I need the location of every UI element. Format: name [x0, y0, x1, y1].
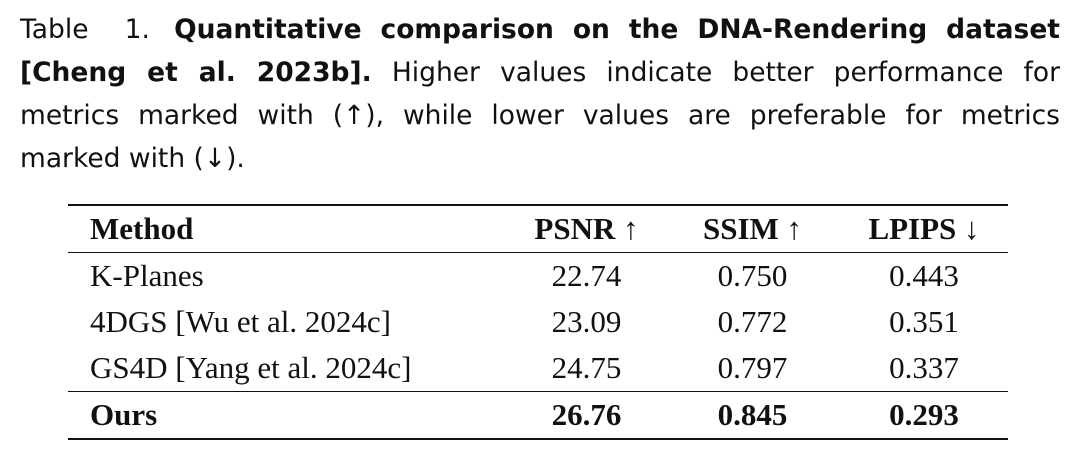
header-cell: Method	[90, 211, 194, 246]
method-cell: Ours	[90, 397, 158, 432]
metric-cell: 0.845	[717, 397, 788, 432]
metric-cell: 22.74	[551, 258, 622, 293]
method-cell: 4DGS [Wu et al. 2024c]	[90, 304, 391, 339]
metric-cell: 0.772	[717, 304, 788, 339]
metric-cell: 23.09	[551, 304, 622, 339]
table-header: Method PSNR ↑ SSIM ↑ LPIPS ↓	[68, 205, 1008, 253]
table-row: 4DGS [Wu et al. 2024c] 23.09 0.772 0.351	[68, 299, 1008, 345]
table-row: K-Planes 22.74 0.750 0.443	[68, 253, 1008, 300]
method-cell: GS4D [Yang et al. 2024c]	[90, 350, 412, 385]
header-cell: PSNR ↑	[534, 211, 639, 246]
metric-cell: 0.443	[889, 258, 959, 293]
caption-label: Table 1.	[20, 14, 150, 45]
metric-cell: 0.293	[889, 397, 959, 432]
metric-cell: 24.75	[551, 350, 622, 385]
method-cell: K-Planes	[90, 258, 204, 293]
table-row: Ours 26.76 0.845 0.293	[68, 391, 1008, 439]
table-body: K-Planes 22.74 0.750 0.443 4DGS [Wu et al. 2…	[68, 253, 1008, 439]
caption-text: Higher values indicate better performanc…	[20, 57, 1060, 174]
table-row: GS4D [Yang et al. 2024c] 24.75 0.797 0.337	[68, 345, 1008, 392]
metric-cell: 0.797	[717, 350, 788, 385]
header-cell: LPIPS ↓	[868, 211, 980, 246]
metric-cell: 0.337	[889, 350, 959, 385]
header-cell: SSIM ↑	[702, 211, 803, 246]
metric-cell: 26.76	[551, 397, 622, 432]
metric-cell: 0.351	[889, 304, 959, 339]
metric-cell: 0.750	[717, 258, 788, 293]
table-caption: Table 1. Quantitative comparison on the …	[20, 8, 1060, 180]
results-table: Method PSNR ↑ SSIM ↑ LPIPS ↓ K-Planes 22.74 0…	[68, 204, 1008, 440]
header-row: Method PSNR ↑ SSIM ↑ LPIPS ↓	[68, 205, 1008, 253]
caption-title: Quantitative comparison on the DNA-Rende…	[20, 14, 1060, 88]
